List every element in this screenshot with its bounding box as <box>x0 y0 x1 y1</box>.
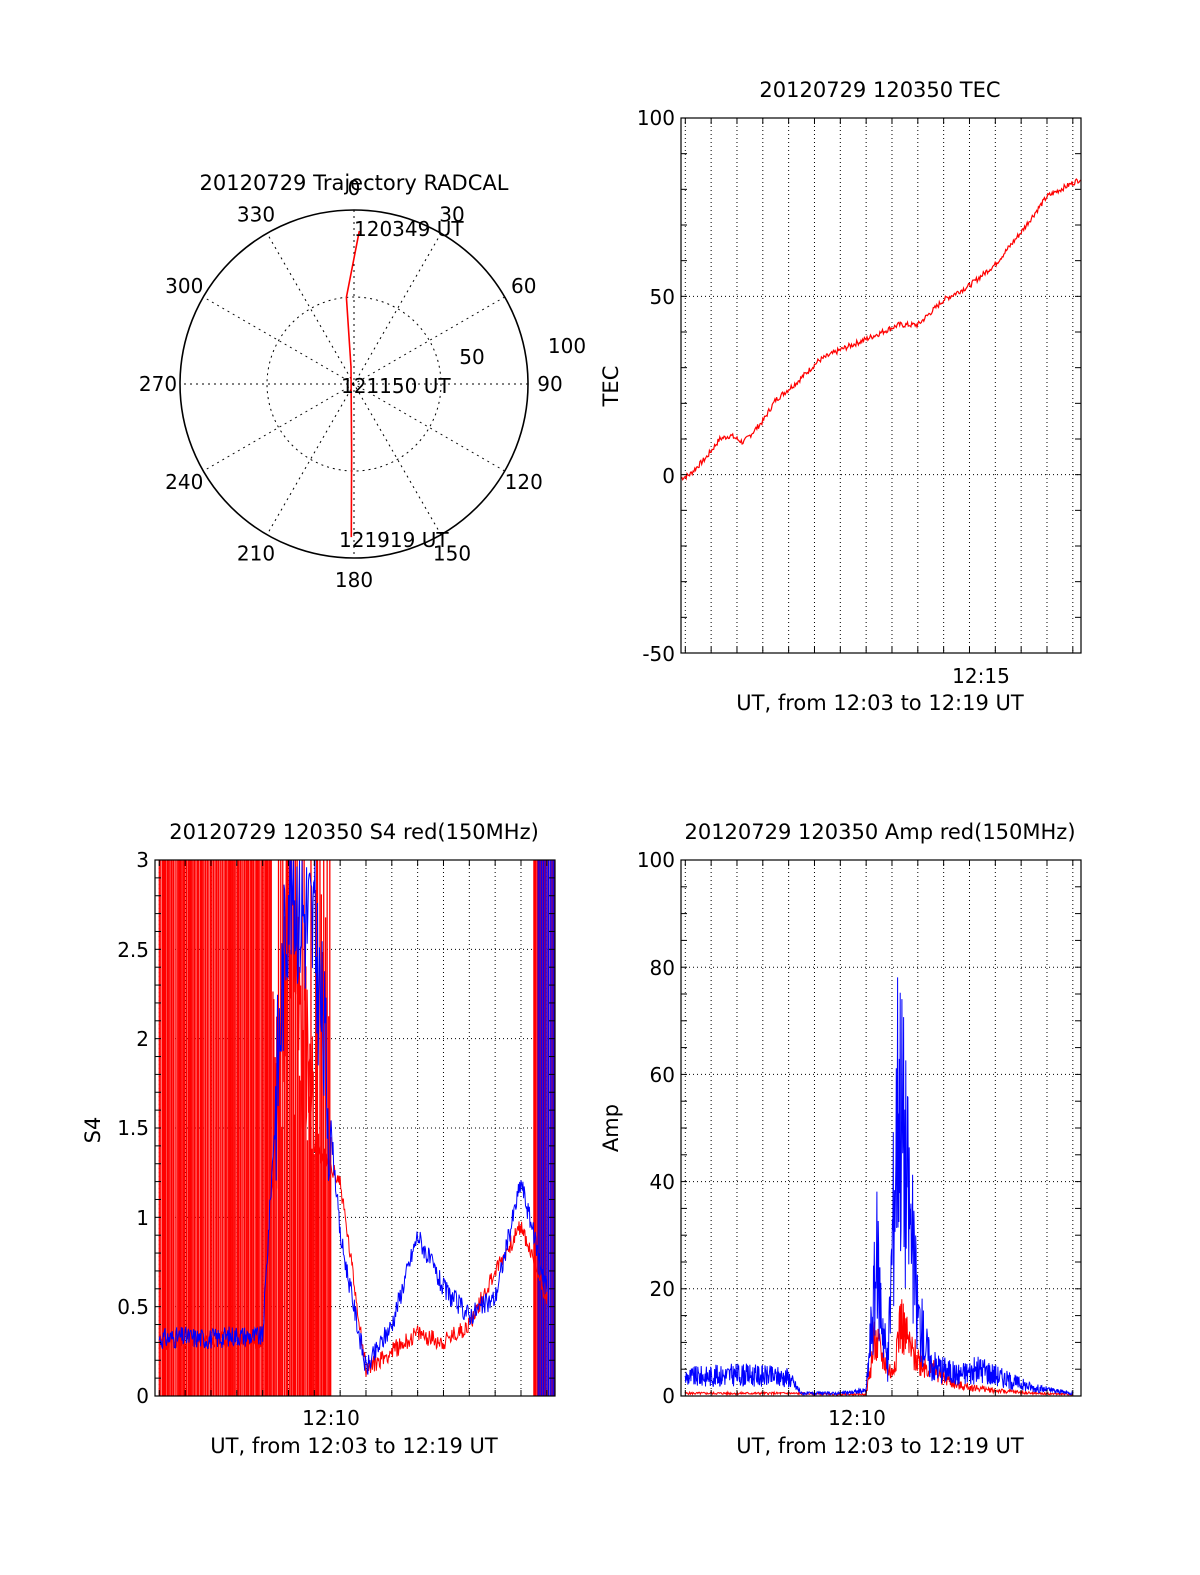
trajectory-line <box>345 230 361 538</box>
trajectory-mid-label: 121150 UT <box>341 374 451 398</box>
amp-ytick-0: 0 <box>662 1384 675 1408</box>
polar-ring-label-100: 100 <box>548 334 586 358</box>
amp-xlabel: UT, from 12:03 to 12:19 UT <box>736 1434 1024 1458</box>
polar-angle-label-120: 120 <box>505 470 543 494</box>
tec-ytick-50: 50 <box>650 285 675 309</box>
s4-blue-series-line <box>158 859 548 1375</box>
s4-ytick-3: 3 <box>136 848 149 872</box>
amp-ytick-80: 80 <box>650 956 675 980</box>
s4-ylabel: S4 <box>81 1117 105 1144</box>
polar-angle-label-60: 60 <box>511 274 536 298</box>
polar-angle-label-240: 240 <box>165 470 203 494</box>
tec-ytick-0: 0 <box>662 464 675 488</box>
polar-angle-label-330: 330 <box>237 202 275 226</box>
s4-red-series-line <box>158 859 548 1377</box>
polar-spoke-150 <box>266 233 442 535</box>
tec-ylabel: TEC <box>599 366 623 408</box>
polar-grid <box>180 210 528 558</box>
s4-ytick-1: 1 <box>136 1206 149 1230</box>
amp-xtick-1210: 12:10 <box>828 1406 886 1430</box>
polar-trajectory-chart: 20120729 Trajectory RADCAL 0 30 60 90 120 150… <box>139 171 586 592</box>
amp-blue-series-line <box>684 977 1074 1397</box>
s4-ytick-2: 2 <box>136 1027 149 1051</box>
polar-angle-label-270: 270 <box>139 372 177 396</box>
tec-ytick-100: 100 <box>637 106 675 130</box>
tec-title: 20120729 120350 TEC <box>759 78 1000 102</box>
s4-chart: 20120729 120350 S4 red(150MHz) 3 2.5 2 1… <box>81 820 556 1458</box>
polar-ring-50 <box>266 296 442 472</box>
s4-title: 20120729 120350 S4 red(150MHz) <box>169 820 539 844</box>
tec-xlabel: UT, from 12:03 to 12:19 UT <box>736 691 1024 715</box>
amp-ticks <box>681 859 1081 1397</box>
tec-chart: 20120729 120350 TEC 100 50 0 -50 12:15 U… <box>599 78 1082 715</box>
s4-ytick-0.5: 0.5 <box>117 1295 149 1319</box>
s4-xtick-1210: 12:10 <box>302 1406 360 1430</box>
polar-angle-label-30: 30 <box>439 202 464 226</box>
polar-angle-label-210: 210 <box>237 542 275 566</box>
polar-angle-label-300: 300 <box>165 274 203 298</box>
polar-angle-label-90: 90 <box>537 372 562 396</box>
polar-outer-circle <box>179 209 529 559</box>
polar-angle-label-150: 150 <box>433 542 471 566</box>
s4-ytick-1.5: 1.5 <box>117 1116 149 1140</box>
s4-ytick-0: 0 <box>136 1384 149 1408</box>
amp-chart: 20120729 120350 Amp red(150MHz) 100 80 6… <box>599 820 1082 1458</box>
tec-axes-frame <box>680 117 1082 654</box>
polar-angle-labels: 0 30 60 90 120 150 180 210 240 270 300 330 <box>139 176 563 592</box>
tec-series-line <box>680 178 1082 481</box>
amp-ylabel: Amp <box>599 1104 623 1152</box>
polar-angle-label-0: 0 <box>348 176 361 200</box>
tec-ytick-minus50: -50 <box>642 642 675 666</box>
polar-title: 20120729 Trajectory RADCAL <box>200 171 509 195</box>
s4-ytick-2.5: 2.5 <box>117 938 149 962</box>
tec-xtick-1215: 12:15 <box>952 664 1010 688</box>
polar-ring-label-50: 50 <box>459 345 484 369</box>
s4-xlabel: UT, from 12:03 to 12:19 UT <box>210 1434 498 1458</box>
trajectory-start-label: 120349 UT <box>354 217 464 241</box>
polar-angle-label-180: 180 <box>335 568 373 592</box>
trajectory-end-label: 121919 UT <box>339 528 449 552</box>
amp-ytick-20: 20 <box>650 1277 675 1301</box>
amp-title: 20120729 120350 Amp red(150MHz) <box>684 820 1075 844</box>
s4-ticks <box>155 859 555 1397</box>
amp-ytick-40: 40 <box>650 1170 675 1194</box>
tec-grid <box>681 117 1081 654</box>
amp-ytick-60: 60 <box>650 1063 675 1087</box>
amp-ytick-100: 100 <box>637 848 675 872</box>
amp-grid <box>681 859 1081 1397</box>
tec-ticks <box>681 117 1081 654</box>
